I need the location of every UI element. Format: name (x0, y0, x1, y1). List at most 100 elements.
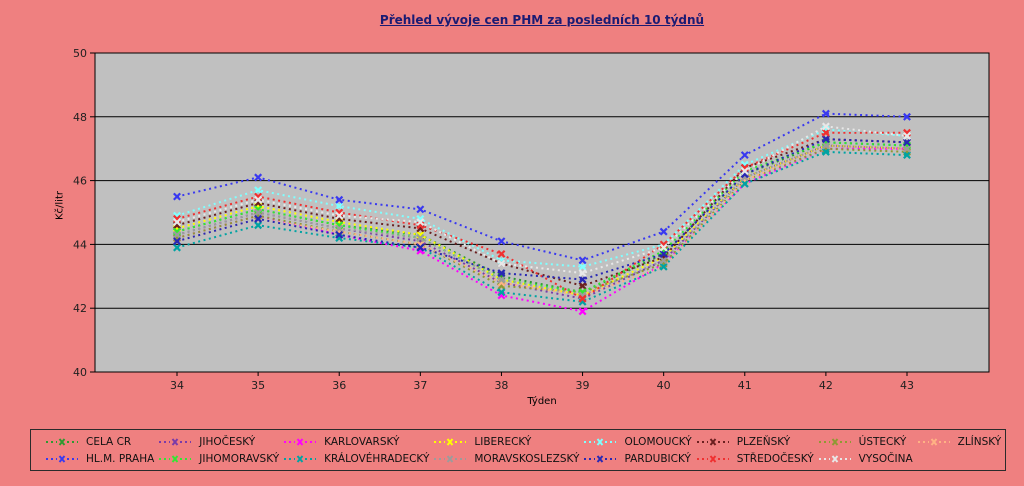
data-point-marker (578, 275, 587, 284)
data-point-marker (578, 262, 587, 271)
data-point-marker (659, 227, 668, 236)
legend-label: ZLÍNSKÝ (957, 435, 1002, 448)
data-point-marker (173, 218, 181, 227)
data-point-marker (821, 135, 830, 144)
data-point-marker (903, 112, 911, 121)
data-point-marker (497, 275, 506, 284)
data-point-marker (335, 224, 344, 233)
x-tick-label: 39 (576, 379, 590, 392)
y-tick-label: 42 (73, 302, 87, 315)
data-point-marker (578, 281, 587, 290)
y-tick-label: 50 (73, 47, 87, 60)
legend-item: LIBERECKÝ (433, 436, 579, 448)
legend-item: KRÁLOVÉHRADECKÝ (283, 453, 429, 465)
legend-label: LIBERECKÝ (474, 435, 532, 448)
chart-title: Přehled vývoje cen PHM za posledních 10 … (379, 13, 705, 27)
data-point-marker (578, 256, 587, 265)
data-point-marker (254, 208, 263, 217)
legend-label: PARDUBICKÝ (624, 452, 691, 465)
legend-label: KARLOVARSKÝ (324, 435, 400, 448)
series-line-9 (176, 141, 908, 294)
data-point-marker (659, 249, 668, 258)
x-tick-label: 38 (494, 379, 508, 392)
data-point-marker (497, 249, 506, 258)
data-point-marker (578, 269, 587, 278)
series-line-10 (176, 150, 908, 303)
legend-label: JIHOMORAVSKÝ (199, 452, 280, 465)
data-point-marker (335, 211, 344, 220)
chart-legend: CELA CR JIHOČESKÝ KARLOVARSKÝ LIBERECKÝ … (30, 429, 1006, 471)
data-point-marker (416, 234, 425, 242)
legend-label: MORAVSKOSLEZSKÝ (474, 452, 580, 465)
data-point-marker (659, 243, 668, 252)
legend-item: MORAVSKOSLEZSKÝ (433, 453, 579, 465)
series-line-14 (176, 125, 908, 275)
series-marker-icon (818, 437, 851, 446)
series-marker-icon (818, 454, 851, 463)
data-point-marker (416, 205, 425, 214)
series-marker-icon (284, 454, 317, 463)
data-point-marker (903, 131, 911, 140)
data-point-marker (254, 221, 263, 230)
x-tick-label: 40 (657, 379, 671, 392)
data-point-marker (821, 122, 830, 131)
x-tick-label: 34 (170, 379, 184, 392)
legend-item: CELA CR (45, 436, 154, 448)
x-tick-label: 35 (251, 379, 265, 392)
series-line-2 (176, 147, 907, 313)
y-axis-title: Kč/litr (54, 191, 66, 221)
data-point-marker (903, 144, 911, 153)
data-point-marker (740, 151, 749, 160)
data-point-marker (903, 138, 911, 147)
series-line-11 (176, 144, 908, 297)
y-tick-label: 48 (73, 111, 87, 124)
data-point-marker (497, 237, 506, 246)
legend-item: JIHOČESKÝ (158, 436, 279, 448)
series-line-3 (176, 144, 908, 297)
data-point-marker (903, 151, 911, 160)
data-point-marker (497, 269, 506, 278)
legend-item: ZLÍNSKÝ (917, 435, 1002, 448)
data-point-marker (335, 230, 344, 239)
x-tick-label: 37 (413, 379, 427, 392)
legend-label: JIHOČESKÝ (199, 435, 256, 448)
data-point-marker (659, 262, 668, 271)
legend-item: PARDUBICKÝ (583, 453, 691, 465)
data-point-marker (254, 186, 263, 195)
data-point-marker (659, 256, 668, 265)
data-point-marker (821, 128, 830, 137)
legend-label: OLOMOUCKÝ (624, 435, 692, 448)
legend-item: JIHOMORAVSKÝ (158, 453, 279, 465)
x-axis-title: Týden (527, 396, 557, 407)
legend-label: HL.M. PRAHA (86, 452, 155, 465)
x-tick-label: 41 (738, 379, 752, 392)
data-point-marker (173, 230, 181, 239)
legend-label: CELA CR (86, 435, 132, 448)
legend-item: KARLOVARSKÝ (283, 436, 429, 448)
series-marker-icon (696, 437, 729, 446)
data-point-marker (254, 195, 263, 204)
data-point-marker (740, 179, 749, 188)
series-marker-icon (46, 454, 78, 463)
data-point-marker (740, 167, 749, 176)
data-point-marker (497, 259, 506, 268)
x-tick-label: 43 (900, 379, 914, 392)
series-marker-icon (584, 454, 617, 463)
legend-label: STŘEDOČESKÝ (736, 452, 814, 465)
x-tick-label: 42 (819, 379, 833, 392)
series-line-13 (176, 131, 907, 300)
series-marker-icon (696, 454, 729, 463)
data-point-marker (173, 243, 181, 252)
plot-area (94, 52, 990, 373)
series-marker-icon (584, 437, 617, 446)
data-point-marker (335, 202, 344, 211)
series-line-0 (176, 141, 908, 294)
data-point-marker (416, 243, 425, 252)
y-tick-label: 46 (73, 175, 87, 188)
y-tick-label: 44 (73, 238, 87, 251)
series-marker-icon (46, 437, 78, 446)
legend-item: STŘEDOČESKÝ (696, 453, 814, 465)
y-tick-label: 40 (73, 366, 87, 379)
